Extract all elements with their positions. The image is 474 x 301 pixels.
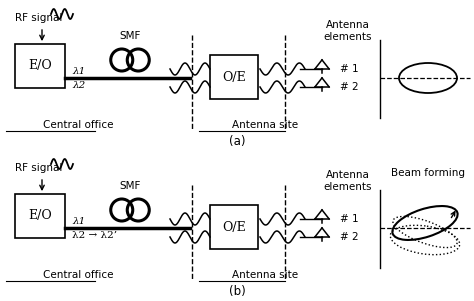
Text: λ2 → λ2’: λ2 → λ2’	[72, 231, 117, 240]
Text: Beam forming: Beam forming	[391, 168, 465, 178]
Text: # 1: # 1	[340, 214, 359, 224]
Text: (b): (b)	[228, 284, 246, 297]
Text: (a): (a)	[229, 135, 245, 147]
Text: # 2: # 2	[340, 232, 359, 242]
Text: Central office: Central office	[43, 120, 113, 130]
Text: O/E: O/E	[222, 70, 246, 83]
Text: O/E: O/E	[222, 221, 246, 234]
Text: Central office: Central office	[43, 270, 113, 280]
Text: RF signal: RF signal	[15, 13, 63, 23]
Text: SMF: SMF	[119, 31, 141, 41]
Text: λ1: λ1	[72, 218, 85, 226]
Text: E/O: E/O	[28, 209, 52, 222]
Text: Antenna site: Antenna site	[232, 270, 298, 280]
Text: Antenna
elements: Antenna elements	[324, 170, 372, 192]
Bar	[15, 194, 65, 238]
Text: RF signal: RF signal	[15, 163, 63, 173]
Bar	[210, 55, 258, 99]
Text: λ2: λ2	[72, 82, 85, 91]
Text: # 1: # 1	[340, 64, 359, 74]
Text: Antenna site: Antenna site	[232, 120, 298, 130]
Text: Antenna
elements: Antenna elements	[324, 20, 372, 42]
Text: E/O: E/O	[28, 60, 52, 73]
Text: SMF: SMF	[119, 181, 141, 191]
Text: # 2: # 2	[340, 82, 359, 92]
Bar	[15, 44, 65, 88]
Bar	[210, 205, 258, 249]
Text: λ1: λ1	[72, 67, 85, 76]
